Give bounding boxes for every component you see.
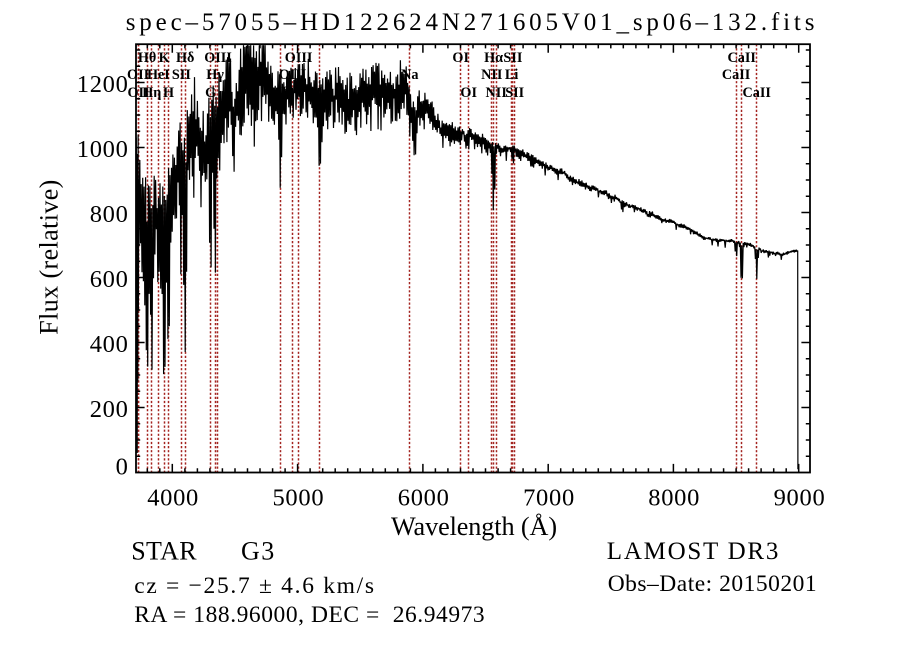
svg-text:1200: 1200 xyxy=(77,71,129,98)
svg-text:Hα: Hα xyxy=(484,50,503,66)
svg-text:CaII: CaII xyxy=(743,85,772,101)
svg-text:200: 200 xyxy=(90,396,129,423)
svg-text:Hθ: Hθ xyxy=(138,50,156,66)
svg-text:4000: 4000 xyxy=(147,484,199,511)
svg-text:Flux (relative): Flux (relative) xyxy=(35,179,64,334)
svg-text:K: K xyxy=(159,50,170,66)
svg-text:Wavelength (Å): Wavelength (Å) xyxy=(391,512,557,541)
svg-text:spec–57055–HD122624N271605V01_: spec–57055–HD122624N271605V01_sp06–132.f… xyxy=(126,9,819,36)
svg-text:G: G xyxy=(205,85,216,101)
svg-text:Hγ: Hγ xyxy=(206,67,224,83)
svg-text:CaII: CaII xyxy=(722,67,751,83)
svg-text:Hδ: Hδ xyxy=(176,50,194,66)
svg-text:7000: 7000 xyxy=(523,484,575,511)
svg-text:HeI: HeI xyxy=(147,67,170,83)
svg-text:9000: 9000 xyxy=(774,484,826,511)
svg-text:OIII: OIII xyxy=(285,50,313,66)
svg-text:OI: OI xyxy=(452,50,469,66)
svg-text:OI: OI xyxy=(460,85,477,101)
svg-text:800: 800 xyxy=(90,201,129,228)
svg-text:CaII: CaII xyxy=(728,50,757,66)
svg-text:0: 0 xyxy=(116,454,129,481)
svg-text:G3: G3 xyxy=(241,536,276,565)
svg-text:OII: OII xyxy=(127,67,150,83)
svg-text:Obs–Date: 20150201: Obs–Date: 20150201 xyxy=(608,571,817,597)
svg-text:H: H xyxy=(163,85,174,101)
svg-text:1000: 1000 xyxy=(77,136,129,163)
svg-text:STAR: STAR xyxy=(131,536,197,565)
svg-text:Li: Li xyxy=(505,67,518,83)
svg-text:6000: 6000 xyxy=(398,484,450,511)
svg-text:400: 400 xyxy=(90,331,129,358)
svg-text:RA = 188.96000, DEC = 26.9497: RA = 188.96000, DEC = 26.94973 xyxy=(134,602,485,628)
svg-text:LAMOST DR3: LAMOST DR3 xyxy=(607,538,780,565)
svg-text:OIII: OIII xyxy=(204,50,232,66)
svg-text:5000: 5000 xyxy=(272,484,324,511)
svg-text:Hη: Hη xyxy=(142,85,161,101)
svg-text:OII: OII xyxy=(127,85,150,101)
svg-text:600: 600 xyxy=(90,266,129,293)
svg-text:8000: 8000 xyxy=(648,484,700,511)
svg-text:cz = −25.7 ± 4.6 km/s: cz = −25.7 ± 4.6 km/s xyxy=(134,573,376,599)
svg-text:SII: SII xyxy=(172,67,191,83)
svg-text:NII: NII xyxy=(481,67,503,83)
svg-text:NII: NII xyxy=(486,85,508,101)
svg-text:SII: SII xyxy=(505,85,524,101)
svg-text:SII: SII xyxy=(503,50,522,66)
